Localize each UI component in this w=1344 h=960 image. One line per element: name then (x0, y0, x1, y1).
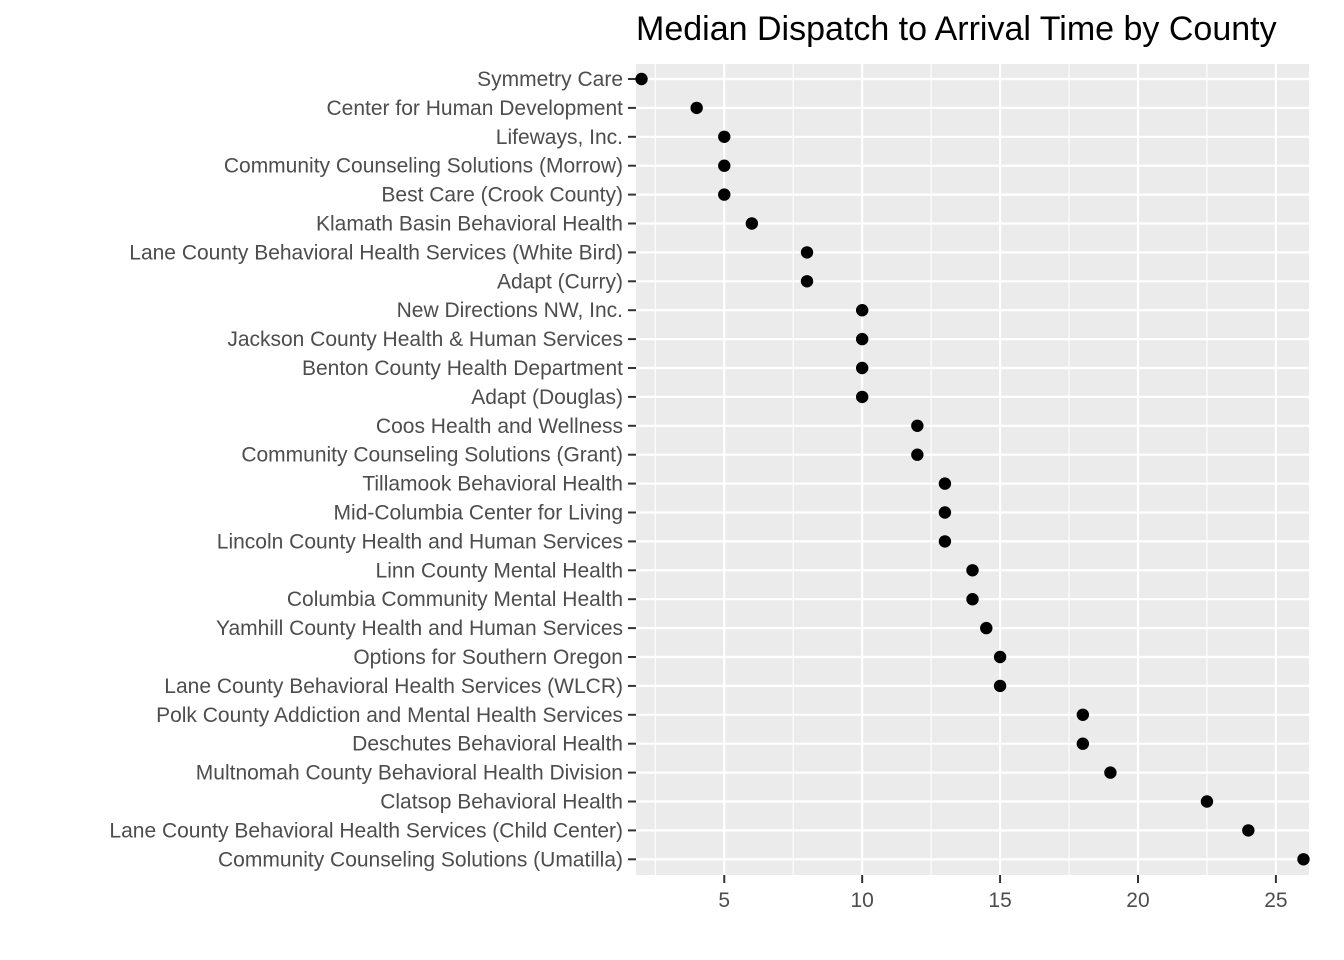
y-tick-label: Mid-Columbia Center for Living (334, 502, 623, 525)
y-tick-label: Adapt (Curry) (497, 270, 623, 293)
data-point (1104, 766, 1117, 779)
y-tick-label: Lane County Behavioral Health Services (… (109, 819, 623, 842)
y-tick-label: Deschutes Behavioral Health (352, 733, 623, 756)
y-tick-label: Linn County Mental Health (376, 559, 623, 582)
data-point (1297, 853, 1310, 866)
data-points (635, 72, 1310, 866)
y-tick-label: Center for Human Development (327, 97, 624, 120)
chart-title: Median Dispatch to Arrival Time by Count… (636, 10, 1277, 48)
x-tick-label: 25 (1264, 889, 1287, 912)
y-tick-label: Lane County Behavioral Health Services (… (164, 675, 623, 698)
data-point (911, 419, 924, 432)
data-point (966, 564, 979, 577)
data-point (690, 101, 703, 115)
x-axis: 5 10 15 20 25 (718, 875, 1288, 912)
y-axis: Symmetry Care Center for Human Developmen… (109, 68, 636, 871)
data-point (938, 535, 952, 548)
y-tick-label: Jackson County Health & Human Services (227, 328, 623, 351)
y-tick-label: Community Counseling Solutions (Umatilla… (218, 848, 623, 871)
data-point (745, 217, 759, 230)
y-tick-label: Multnomah County Behavioral Health Divis… (196, 762, 623, 785)
y-tick-label: Tillamook Behavioral Health (362, 473, 623, 496)
data-point (718, 130, 731, 143)
y-tick-label: Symmetry Care (477, 68, 623, 91)
data-point (635, 72, 648, 86)
data-point (855, 390, 869, 404)
data-point (938, 477, 952, 490)
data-point (993, 679, 1007, 693)
y-tick-label: Benton County Health Department (302, 357, 623, 380)
x-tick-label: 15 (988, 889, 1011, 912)
data-point (1200, 795, 1214, 808)
y-tick-label: Klamath Basin Behavioral Health (316, 213, 623, 236)
data-point (855, 361, 869, 375)
data-point (938, 506, 952, 519)
data-point (980, 621, 993, 635)
data-point (855, 332, 869, 346)
x-tick-label: 20 (1126, 889, 1149, 912)
y-tick-label: New Directions NW, Inc. (397, 299, 623, 322)
y-tick-label: Yamhill County Health and Human Services (216, 617, 623, 640)
data-point (1076, 737, 1090, 750)
data-point (911, 448, 924, 461)
data-point (1076, 708, 1090, 721)
y-tick-label: Lincoln County Health and Human Services (217, 530, 623, 553)
data-point (855, 304, 869, 317)
data-point (718, 159, 731, 172)
y-tick-label: Lifeways, Inc. (496, 126, 623, 149)
y-tick-label: Coos Health and Wellness (376, 415, 623, 438)
data-point (1242, 824, 1255, 837)
y-tick-label: Community Counseling Solutions (Morrow) (224, 155, 623, 178)
plot-panel (636, 64, 1309, 875)
y-tick-label: Options for Southern Oregon (353, 646, 623, 669)
data-point (966, 593, 979, 606)
y-tick-label: Columbia Community Mental Health (287, 588, 623, 611)
x-tick-label: 10 (850, 889, 873, 912)
y-tick-label: Community Counseling Solutions (Grant) (241, 444, 623, 467)
x-tick-label: 5 (718, 889, 730, 912)
y-tick-label: Polk County Addiction and Mental Health … (156, 704, 623, 727)
data-point (800, 246, 814, 259)
y-tick-label: Lane County Behavioral Health Services (… (129, 241, 623, 264)
y-tick-label: Best Care (Crook County) (381, 184, 623, 207)
data-point (800, 275, 814, 288)
data-point (718, 188, 731, 201)
y-tick-label: Clatsop Behavioral Health (380, 791, 623, 814)
data-point (993, 650, 1007, 664)
y-tick-label: Adapt (Douglas) (471, 386, 623, 409)
